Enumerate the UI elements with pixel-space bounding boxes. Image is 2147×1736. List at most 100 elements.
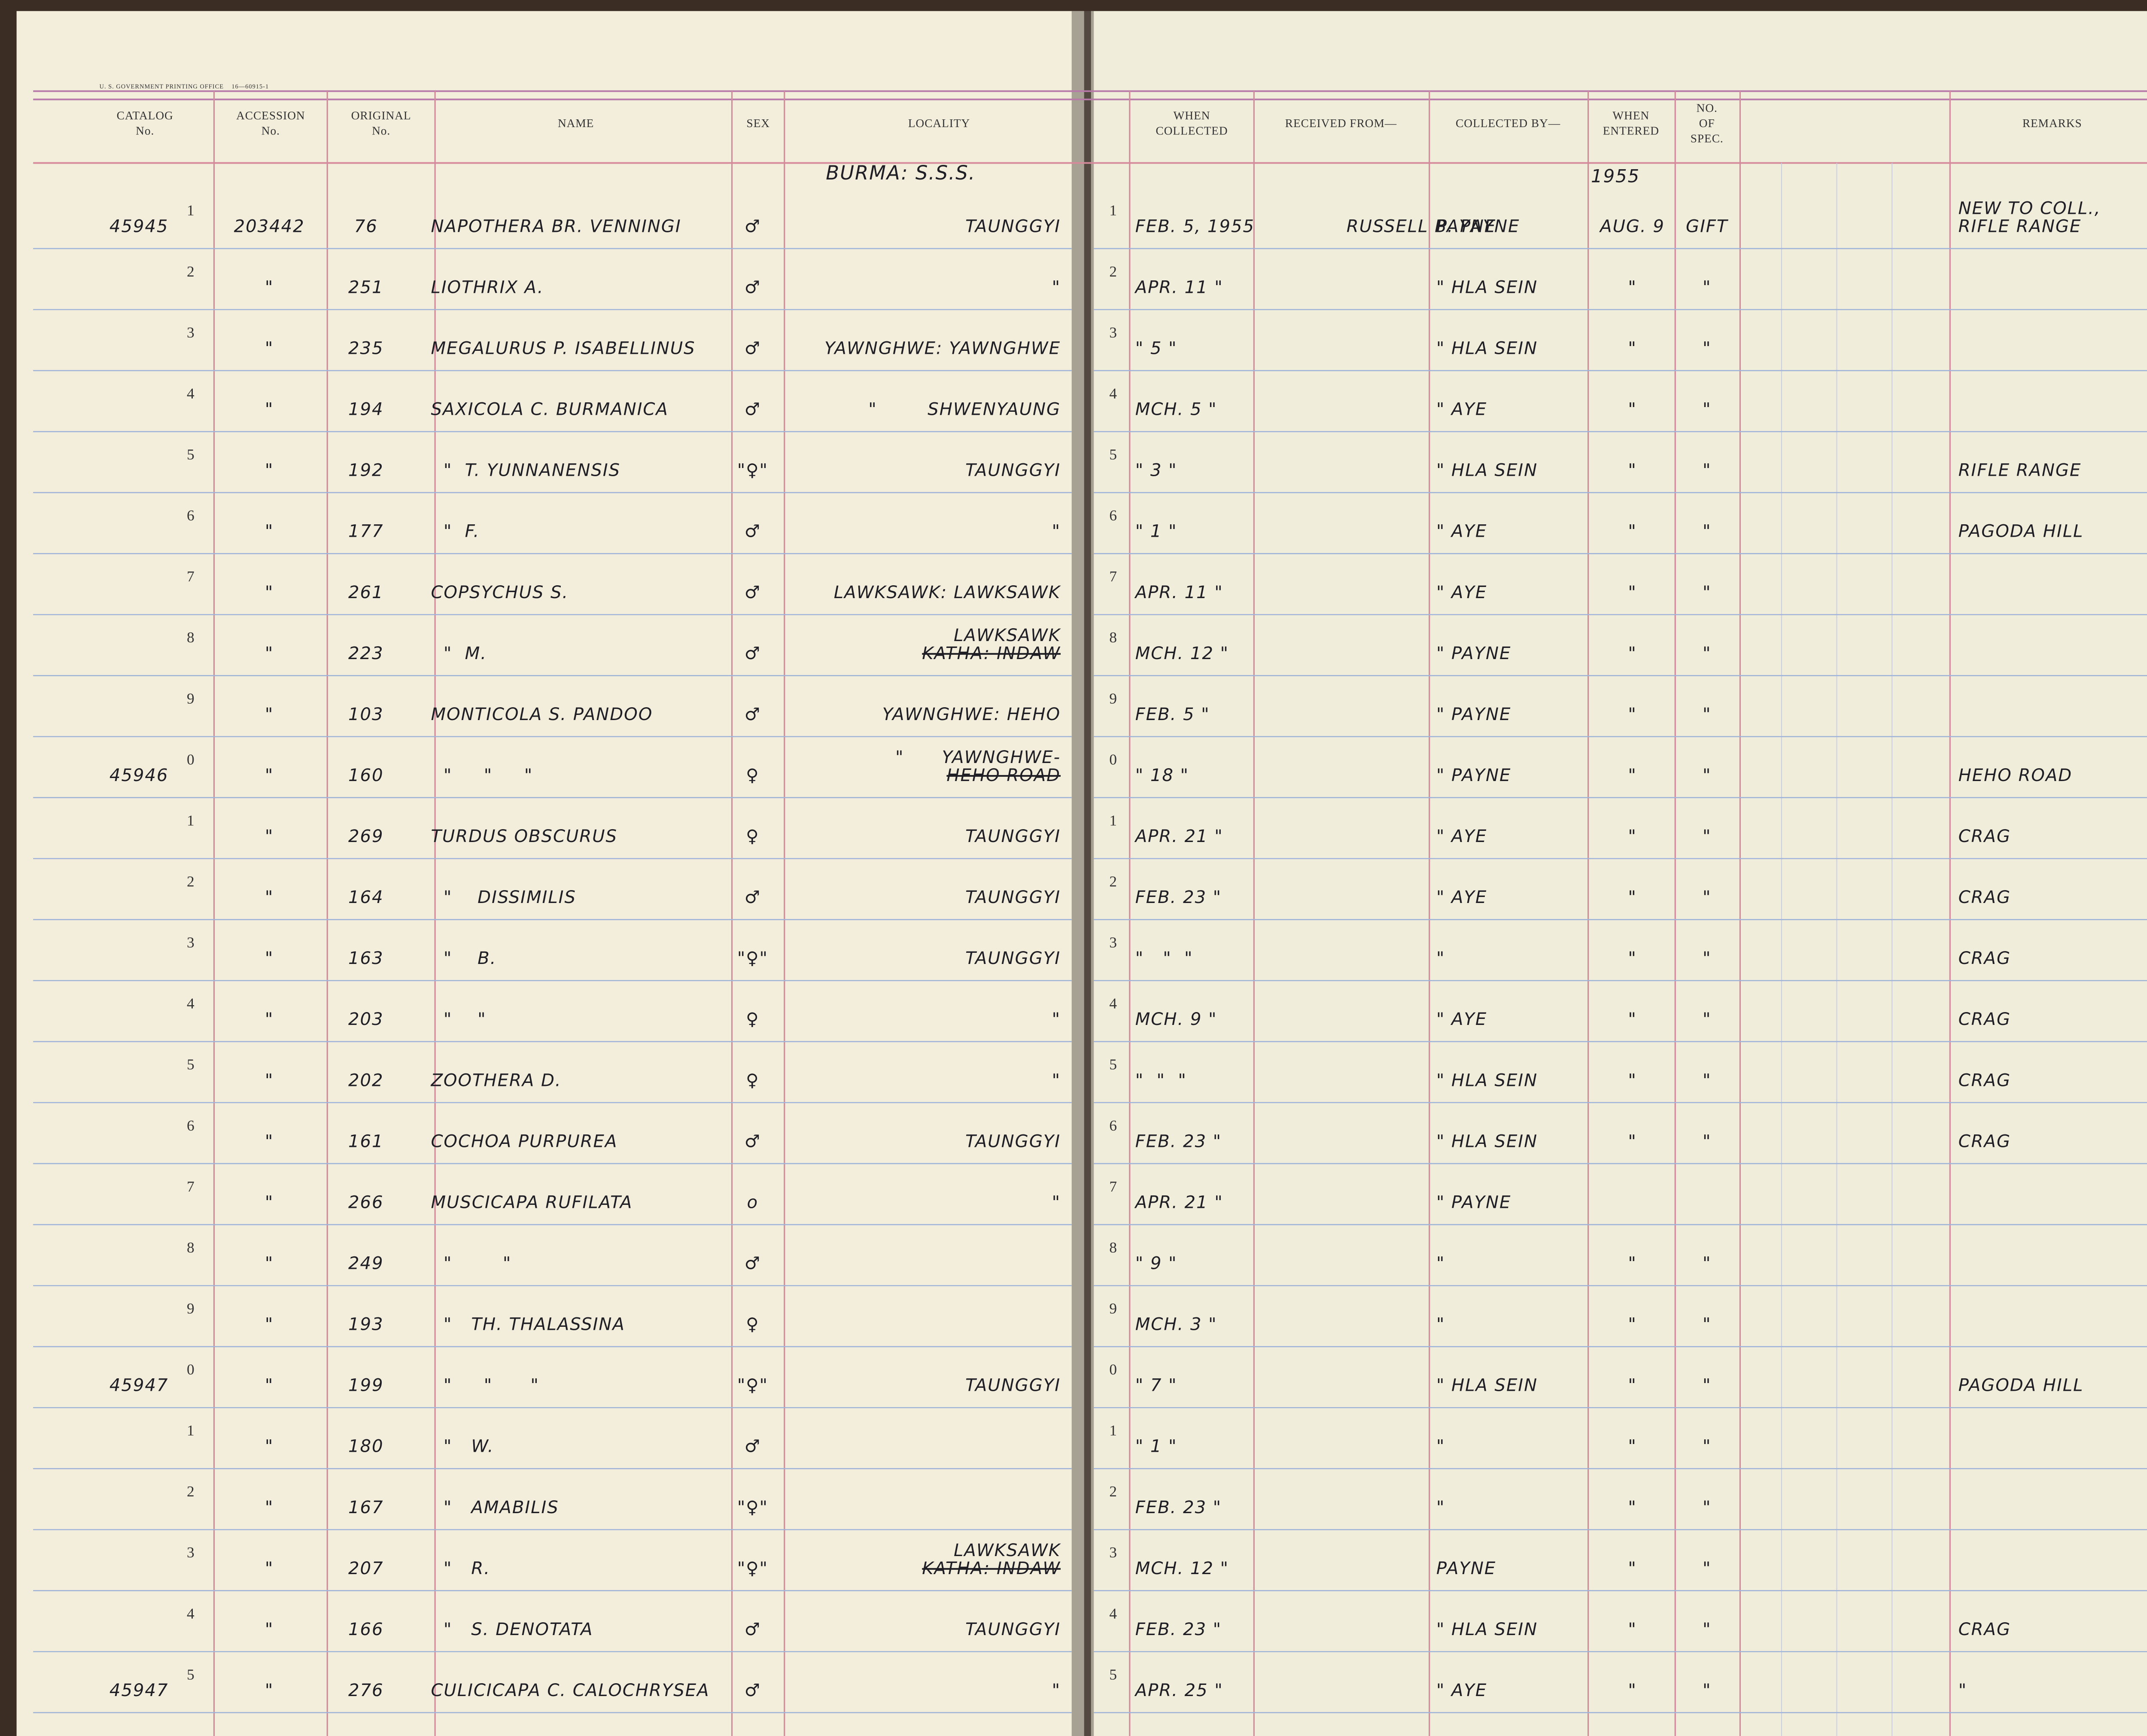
accession-cell: " [265, 766, 274, 785]
original-cell: 194 [348, 400, 383, 420]
collected-cell: " 18 " [1135, 766, 1189, 785]
remarks-cell: CRAG [1958, 1620, 2011, 1639]
entered-cell: " [1628, 1070, 1636, 1090]
sex-cell: ♂ [745, 216, 761, 236]
line_right-cell: 0 [1109, 751, 1117, 768]
locality-cell: LAWKSAWK [954, 626, 1061, 645]
collector-cell: " PAYNE [1436, 1192, 1511, 1212]
locality-cell: " YAWNGHWE- [895, 748, 1061, 767]
locality-cell: TAUNGGYI [965, 1620, 1061, 1639]
collector-cell: " HLA SEIN [1436, 338, 1538, 358]
locality-cell: TAUNGGYI [965, 888, 1061, 907]
locality-note: BURMA: S.S.S. [826, 161, 976, 184]
collector-cell: " AYE [1436, 583, 1487, 602]
original-cell: 203 [348, 1009, 383, 1029]
original-cell: 269 [348, 827, 383, 846]
count-cell: GIFT [1686, 216, 1729, 236]
collected-cell: FEB. 5, 1955 [1135, 216, 1255, 236]
original-cell: 164 [348, 888, 383, 907]
column-heading: ACCESSION [236, 109, 305, 122]
column-heading: COLLECTED BY— [1456, 117, 1560, 130]
accession-cell: " [265, 1131, 274, 1151]
line-cell: 1 [187, 1422, 195, 1439]
accession-cell: " [265, 1070, 274, 1090]
line_right-cell: 6 [1109, 507, 1117, 524]
entered-cell: " [1628, 1376, 1636, 1395]
count-cell: " [1703, 1376, 1711, 1395]
sex-cell: ♂ [745, 338, 761, 358]
line-cell: 5 [187, 1666, 195, 1683]
line-cell: 2 [187, 263, 195, 280]
sex-cell: ♀ [746, 1009, 759, 1029]
collector-cell: " AYE [1436, 400, 1487, 420]
rules [33, 90, 2147, 164]
original-cell: 166 [348, 1620, 383, 1639]
line_right-cell: 1 [1109, 1422, 1117, 1439]
sex-cell: "♀" [737, 949, 768, 968]
locality-cell: TAUNGGYI [965, 1131, 1061, 1151]
name-cell: MEGALURUS P. ISABELLINUS [431, 338, 695, 358]
catalog-cell: 45945 [109, 216, 168, 236]
collected-cell: MCH. 5 " [1135, 400, 1217, 420]
collected-cell: MCH. 9 " [1135, 1009, 1217, 1029]
accession-cell: " [265, 583, 274, 602]
collected-cell: " " " [1135, 1070, 1187, 1090]
line-cell: 3 [187, 324, 195, 341]
line-cell: 0 [187, 751, 195, 768]
column-heading: RECEIVED FROM— [1285, 117, 1397, 130]
line_right-cell: 4 [1109, 385, 1117, 402]
line_right-cell: 8 [1109, 629, 1117, 646]
entered-cell: " [1628, 644, 1636, 663]
accession-cell: " [265, 1620, 274, 1639]
collector-cell: PAYNE [1436, 1559, 1496, 1578]
accession-cell: " [265, 1315, 274, 1335]
locality-cell: YAWNGHWE: HEHO [882, 705, 1061, 724]
collected-cell: " 1 " [1135, 1437, 1177, 1456]
sex-cell: ♂ [745, 1620, 761, 1639]
accession-cell: " [265, 705, 274, 724]
name-cell: " " [431, 1254, 511, 1274]
remarks-cell: CRAG [1958, 949, 2011, 968]
count-cell: " [1703, 888, 1711, 907]
collector-cell: PAYNE [1436, 216, 1496, 236]
sex-cell: "♀" [737, 1498, 768, 1517]
locality-cell: " [1052, 1681, 1061, 1700]
line_right-cell: 9 [1109, 1300, 1117, 1317]
entered-cell: AUG. 9 [1599, 216, 1665, 236]
sex-cell: ♂ [745, 583, 761, 602]
count-cell: " [1703, 277, 1711, 297]
original-cell: 192 [348, 461, 383, 480]
collector-cell: " [1436, 1437, 1445, 1456]
count-cell: " [1703, 1620, 1711, 1639]
original-cell: 276 [348, 1681, 383, 1700]
column-heading: NO. [1697, 102, 1718, 115]
sex-cell: ♂ [745, 1681, 761, 1700]
original-cell: 163 [348, 949, 383, 968]
column-heading: ORIGINAL [351, 109, 411, 122]
entered-cell: " [1628, 1498, 1636, 1517]
entered-cell: " [1628, 1559, 1636, 1578]
collected-cell: APR. 11 " [1134, 277, 1223, 297]
collected-cell: " 5 " [1135, 338, 1177, 358]
sex-cell: ♂ [745, 277, 761, 297]
locality-cell: HEHO ROAD [946, 766, 1061, 785]
collector-cell: " PAYNE [1436, 705, 1511, 724]
accession-cell: 203442 [234, 216, 305, 236]
entered-cell: " [1628, 1620, 1636, 1639]
locality-cell: " [1052, 1070, 1061, 1090]
entered-cell: " [1628, 949, 1636, 968]
entered-cell: " [1628, 1681, 1636, 1700]
collected-cell: " " " [1135, 949, 1193, 968]
name-cell: " DISSIMILIS [431, 888, 576, 907]
original-cell: 167 [348, 1498, 383, 1517]
collector-cell: " HLA SEIN [1436, 1620, 1538, 1639]
original-cell: 76 [354, 216, 378, 236]
count-cell: " [1703, 644, 1711, 663]
name-cell: " TH. THALASSINA [431, 1315, 625, 1335]
line_right-cell: 2 [1109, 873, 1117, 890]
collector-cell: " [1436, 949, 1445, 968]
remarks-cell: PAGODA HILL [1958, 1376, 2084, 1395]
count-cell: " [1703, 1559, 1711, 1578]
column-heading: LOCALITY [908, 117, 970, 130]
